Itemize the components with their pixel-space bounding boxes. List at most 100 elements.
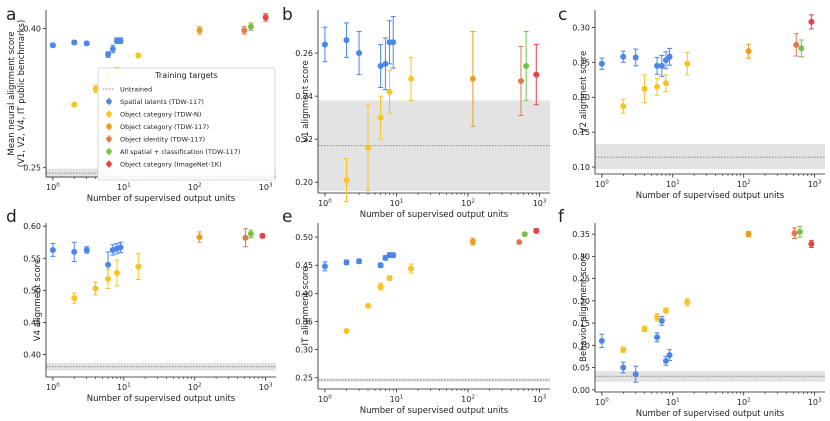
y-tick-label: 0.24 <box>295 92 313 101</box>
data-point <box>808 240 815 247</box>
x-tick-label: 102 <box>737 398 751 408</box>
data-point <box>654 334 661 341</box>
y-axis-label: IT alignment score <box>301 267 311 346</box>
data-point <box>654 83 661 90</box>
data-point <box>658 62 665 69</box>
series-object_category_tdw_n <box>343 263 415 335</box>
panel-letter: d <box>6 207 17 227</box>
data-point <box>533 71 540 78</box>
series-object_category_tdw_117 <box>196 26 203 35</box>
series-object_category_imagenet <box>262 13 269 22</box>
series-object_category_tdw_117 <box>196 231 203 243</box>
series-object_category_tdw_117 <box>469 237 476 246</box>
x-tick-exponent: 0 <box>605 180 609 186</box>
x-tick-label: 102 <box>188 183 202 193</box>
x-tick-label: 100 <box>46 383 60 393</box>
legend-title: Training targets <box>154 71 218 80</box>
data-point <box>105 275 112 282</box>
y-tick-label: 0.22 <box>295 135 313 144</box>
legend-label: Spatial latents (TDW-117) <box>120 98 204 106</box>
x-tick-exponent: 1 <box>400 395 404 401</box>
series-spatial <box>598 315 673 383</box>
series-object_category_imagenet <box>533 227 540 234</box>
data-point <box>83 40 90 47</box>
data-point <box>92 85 99 92</box>
x-tick-exponent: 3 <box>269 183 273 189</box>
y-tick-label: 0.25 <box>572 275 590 284</box>
x-tick-exponent: 2 <box>471 199 475 205</box>
data-point <box>390 252 397 259</box>
data-point <box>620 346 627 353</box>
data-point <box>83 246 90 253</box>
y-tick-label: 0.35 <box>295 317 313 326</box>
x-tick-label: 100 <box>318 199 332 209</box>
y-axis-label: V2 alignment score <box>579 51 589 133</box>
data-point <box>662 307 669 314</box>
data-point <box>356 50 363 57</box>
x-tick-exponent: 3 <box>269 383 273 389</box>
data-point <box>71 101 78 108</box>
x-axis-label: Number of supervised output units <box>636 409 785 419</box>
series-object_identity <box>517 46 524 116</box>
x-tick-exponent: 0 <box>328 395 332 401</box>
data-point <box>808 18 815 25</box>
y-tick-label: 0.20 <box>295 178 313 187</box>
series-object_category_tdw_117 <box>469 31 476 127</box>
data-point <box>666 352 673 359</box>
x-tick-label: 101 <box>666 398 680 408</box>
y-tick-label: 0.00 <box>572 386 590 395</box>
x-tick-exponent: 1 <box>127 183 131 189</box>
data-point <box>521 231 528 238</box>
x-tick-label: 103 <box>808 180 822 190</box>
data-point <box>408 75 415 82</box>
series-object_category_tdw_n <box>343 56 415 203</box>
data-point <box>247 23 254 30</box>
data-point <box>247 230 254 237</box>
x-tick-exponent: 1 <box>127 383 131 389</box>
y-axis-label-line: Behavior alignment score <box>579 253 589 362</box>
legend-label: Untrained <box>120 86 152 94</box>
data-point <box>684 299 691 306</box>
data-point <box>517 78 524 85</box>
y-axis-label-line: Mean neural alignment score <box>7 31 17 155</box>
data-point <box>109 45 116 52</box>
series-object_category_tdw_n <box>71 253 142 304</box>
legend-entry-object_category_imagenet: Object category (ImageNet-1K) <box>106 160 222 169</box>
series-object_identity <box>793 33 800 57</box>
data-point <box>377 262 384 269</box>
x-tick-label: 103 <box>259 183 273 193</box>
x-tick-exponent: 1 <box>676 398 680 404</box>
x-axis-label: Number of supervised output units <box>636 191 785 201</box>
data-point <box>666 53 673 60</box>
x-tick-exponent: 1 <box>676 180 680 186</box>
data-point <box>658 317 665 324</box>
data-point <box>641 325 648 332</box>
legend-box <box>97 67 276 181</box>
data-point <box>117 244 124 251</box>
x-tick-exponent: 2 <box>198 383 202 389</box>
x-tick-label: 101 <box>117 383 131 393</box>
x-tick-label: 103 <box>808 398 822 408</box>
series-all_spatial_classification <box>796 226 803 238</box>
panel-letter: c <box>558 5 567 25</box>
x-tick-label: 100 <box>595 398 609 408</box>
x-tick-label: 103 <box>533 199 547 209</box>
panel-letter: b <box>282 5 293 25</box>
y-axis-label-line: V4 alignment score <box>33 259 43 341</box>
data-point <box>469 75 476 82</box>
series-object_identity <box>241 26 248 35</box>
data-point <box>49 246 56 253</box>
legend-marker-dot <box>106 98 112 105</box>
data-point <box>343 259 350 266</box>
y-axis-label: Behavior alignment score <box>579 253 589 362</box>
data-point <box>242 234 249 241</box>
legend-entry-spatial: Spatial latents (TDW-117) <box>106 97 204 106</box>
series-object_category_tdw_117 <box>745 43 752 59</box>
y-axis-label-line: IT alignment score <box>301 267 311 346</box>
series-object_identity <box>516 239 523 246</box>
x-tick-label: 102 <box>461 395 475 405</box>
x-tick-label: 101 <box>390 199 404 209</box>
data-point <box>662 80 669 87</box>
